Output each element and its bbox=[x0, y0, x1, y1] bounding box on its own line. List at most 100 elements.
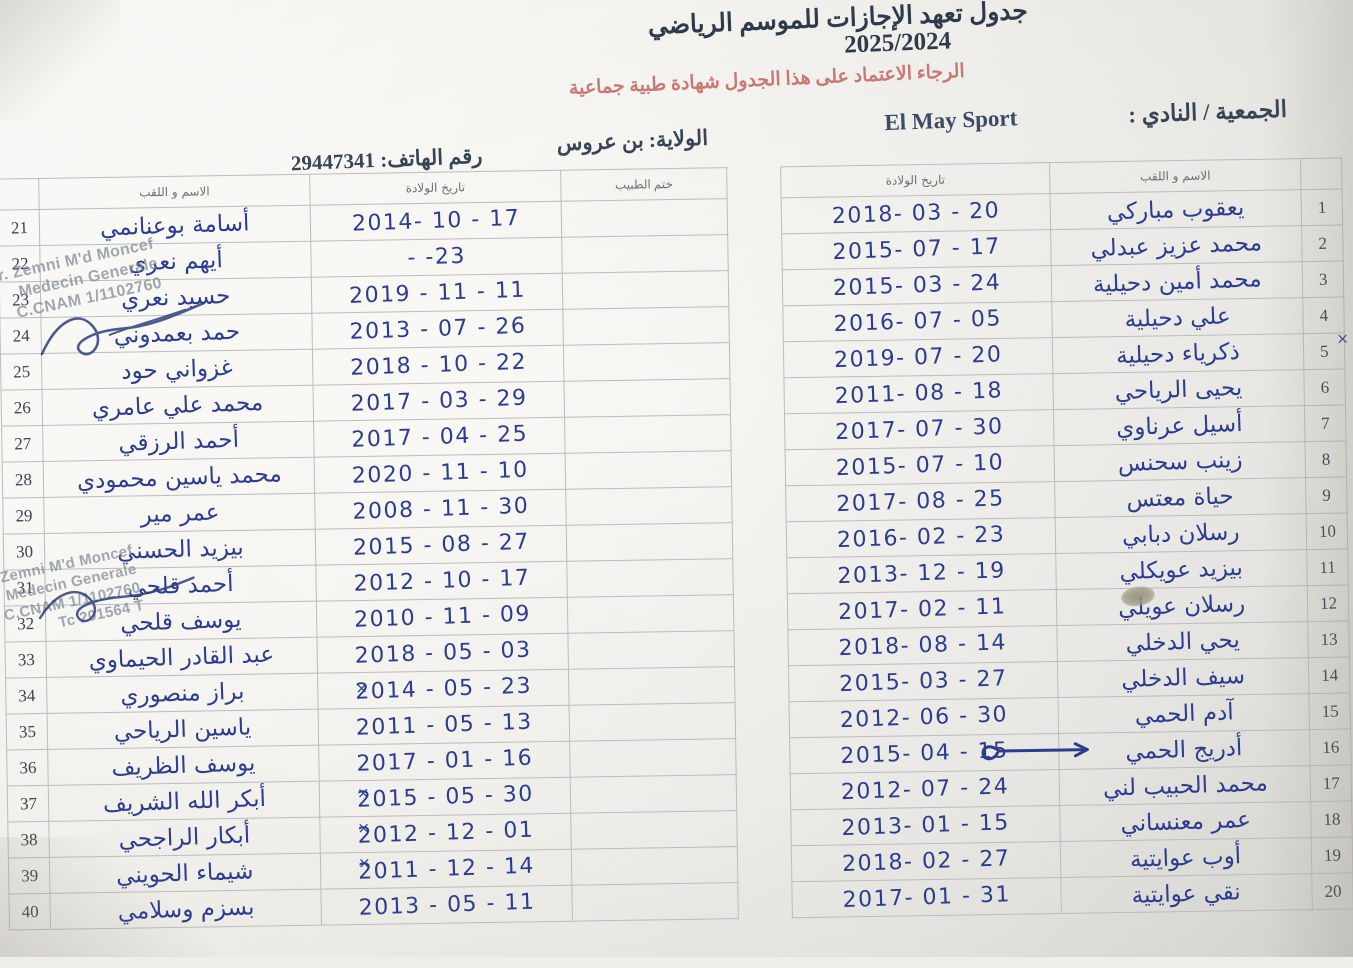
row-index: 17 bbox=[1310, 764, 1352, 802]
row-birthdate: 2012- 07 - 24 bbox=[790, 769, 1060, 810]
row-name: أحمد قلحي bbox=[44, 565, 317, 606]
row-name-text: بسزم وسلامي bbox=[116, 893, 255, 925]
row-birthdate-text: 2014 - 05 - 23 bbox=[354, 673, 533, 705]
row-index: 30 bbox=[3, 533, 45, 571]
col-header-birthdate: تاريخ الولادة bbox=[309, 170, 562, 206]
row-index-text: 38 bbox=[19, 829, 38, 850]
row-index-text: 31 bbox=[15, 577, 34, 598]
row-birthdate-text: 2018 - 05 - 03 bbox=[353, 637, 532, 669]
row-birthdate-text: 2012 - 12 - 01 bbox=[356, 817, 535, 849]
row-name: آدم الحمي bbox=[1057, 693, 1310, 734]
row-birthdate: 2013- 12 - 19 bbox=[786, 553, 1057, 594]
row-index-text: 4 bbox=[1318, 305, 1329, 325]
row-index-text: 25 bbox=[12, 361, 31, 382]
row-index: 20 bbox=[1311, 872, 1353, 910]
row-name-text: محمد أمين دحيلية bbox=[1092, 265, 1262, 298]
row-birthdate: 2018- 08 - 14 bbox=[787, 625, 1058, 666]
row-name: عبد القادر الحيماوي bbox=[45, 637, 318, 678]
row-birthdate-text: 2015- 03 - 24 bbox=[832, 270, 1002, 302]
row-name: بيزيد الحسني bbox=[44, 529, 316, 570]
row-birthdate: 2015- 07 - 10 bbox=[785, 445, 1055, 486]
row-index-text: 3 bbox=[1318, 269, 1328, 289]
row-birthdate-text: 2017- 01 - 31 bbox=[842, 882, 1012, 914]
row-birthdate: 2019- 07 - 20 bbox=[783, 337, 1053, 378]
row-birthdate-text: 2017- 02 - 11 bbox=[837, 594, 1007, 626]
row-birthdate-text: 2018- 03 - 20 bbox=[831, 198, 1001, 230]
row-index-text: 23 bbox=[11, 289, 29, 310]
row-doctor-stamp-cell bbox=[570, 774, 737, 814]
row-birthdate: 2013- 01 - 15 bbox=[790, 805, 1061, 846]
row-birthdate-text: 2013- 12 - 19 bbox=[836, 558, 1007, 590]
row-birthdate-text: 2017 - 03 - 29 bbox=[349, 385, 528, 417]
row-doctor-stamp-cell bbox=[565, 450, 732, 490]
row-index-text: 16 bbox=[1321, 736, 1340, 757]
row-name-text: ياسين الرياحي bbox=[113, 713, 252, 745]
row-name-text: شيماء الحويني bbox=[116, 857, 255, 889]
row-doctor-stamp-cell bbox=[570, 810, 738, 850]
row-birthdate-text: 2014- 10 - 17 bbox=[351, 205, 521, 237]
row-index-text: 22 bbox=[10, 253, 29, 274]
row-birthdate: 2018- 03 - 20 bbox=[781, 193, 1051, 234]
row-index: 10 bbox=[1306, 512, 1348, 550]
row-birthdate: 2014 - 05 - 23 bbox=[317, 669, 570, 710]
row-index: 33 bbox=[4, 641, 47, 679]
row-name-text: بيزيد الحسني bbox=[116, 534, 244, 565]
row-doctor-stamp-cell bbox=[561, 198, 728, 238]
row-birthdate-text: 2017- 07 - 30 bbox=[834, 414, 1004, 446]
row-birthdate-text: 2017 - 04 - 25 bbox=[350, 421, 529, 453]
row-index: 19 bbox=[1311, 836, 1353, 874]
row-birthdate-text: 2016- 07 - 05 bbox=[833, 306, 1003, 338]
row-doctor-stamp-cell bbox=[561, 234, 729, 274]
club-name-value: El May Sport bbox=[884, 105, 1018, 136]
row-doctor-stamp-cell bbox=[562, 306, 730, 346]
row-name: عمر معنساني bbox=[1059, 801, 1312, 842]
col-header-stamp: ختم الطبيب bbox=[560, 167, 728, 202]
row-index: 6 bbox=[1303, 368, 1346, 406]
row-name: بسزم وسلامي bbox=[49, 889, 322, 930]
row-birthdate: 2015 - 08 - 27 bbox=[315, 525, 567, 566]
row-index: 1 bbox=[1301, 189, 1343, 226]
row-index-text: 33 bbox=[16, 649, 35, 670]
row-name: أيهم نعري bbox=[39, 241, 312, 282]
row-index: 9 bbox=[1305, 476, 1348, 514]
row-name-text: عمر معنساني bbox=[1119, 806, 1252, 837]
col-header-name: الاسم و اللقب bbox=[38, 174, 311, 210]
row-index: 25 bbox=[0, 353, 43, 391]
row-birthdate-text: 2012- 07 - 24 bbox=[840, 774, 1010, 806]
table-row: 20 نقي عوايتية 2017- 01 - 31 bbox=[791, 872, 1353, 918]
row-index-text: 18 bbox=[1322, 808, 1341, 829]
row-birthdate-text: 2020 - 11 - 10 bbox=[351, 457, 529, 489]
row-index-text: 30 bbox=[15, 541, 33, 562]
row-index-text: 40 bbox=[20, 901, 39, 922]
row-birthdate: 2013 - 07 - 26 bbox=[311, 309, 564, 350]
row-birthdate: 2011- 08 - 18 bbox=[783, 373, 1054, 414]
row-index-text: 5 bbox=[1319, 341, 1329, 361]
row-index: 5 bbox=[1303, 332, 1345, 370]
row-index: 22 bbox=[0, 245, 41, 283]
row-index: 2 bbox=[1301, 225, 1344, 262]
row-birthdate: 2017 - 03 - 29 bbox=[312, 381, 565, 422]
row-index-text: 8 bbox=[1321, 449, 1331, 469]
row-index: 39 bbox=[8, 857, 50, 895]
row-name: بيزيد عويكلي bbox=[1055, 549, 1308, 590]
row-birthdate: 2017- 07 - 30 bbox=[784, 409, 1055, 450]
row-name-text: أسامة بوعنانمي bbox=[99, 209, 251, 241]
row-name: حياة معتس bbox=[1054, 477, 1307, 518]
row-name: أوب عوايتية bbox=[1060, 837, 1312, 878]
roster-table-left: ختم الطبيب تاريخ الولادة الاسم و اللقب 2… bbox=[0, 167, 739, 931]
row-name: رسلان دبابي bbox=[1055, 513, 1307, 554]
row-name: زينب سحنس bbox=[1054, 441, 1306, 482]
row-name-text: براز منصوري bbox=[119, 678, 245, 709]
row-index: 37 bbox=[7, 785, 49, 823]
row-birthdate-text: 2015 - 08 - 27 bbox=[352, 529, 530, 561]
row-birthdate: 2015- 04 - 15 bbox=[789, 733, 1060, 774]
row-index: 40 bbox=[8, 893, 51, 931]
page-subtitle-notice: الرجاء الاعتماد على هذا الجدول شهادة طبي… bbox=[568, 60, 966, 100]
row-name-text: حمد بعمدوني bbox=[113, 318, 241, 349]
row-birthdate: 2017 - 04 - 25 bbox=[313, 417, 566, 458]
row-name: شيماء الحويني bbox=[49, 853, 321, 894]
row-doctor-stamp-cell bbox=[566, 522, 733, 562]
row-birthdate-text: - -23 bbox=[406, 243, 467, 271]
row-doctor-stamp-cell bbox=[569, 738, 737, 778]
